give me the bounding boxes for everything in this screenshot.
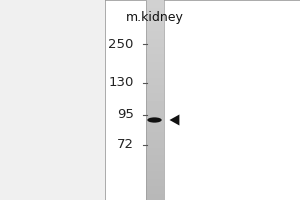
Ellipse shape — [147, 117, 162, 123]
Text: 95: 95 — [117, 108, 134, 121]
Bar — [105, 0, 300, 200]
Polygon shape — [169, 114, 179, 126]
Text: 72: 72 — [116, 138, 134, 152]
Text: 130: 130 — [108, 76, 134, 90]
Text: 250: 250 — [108, 38, 134, 50]
Text: m.kidney: m.kidney — [126, 11, 183, 24]
